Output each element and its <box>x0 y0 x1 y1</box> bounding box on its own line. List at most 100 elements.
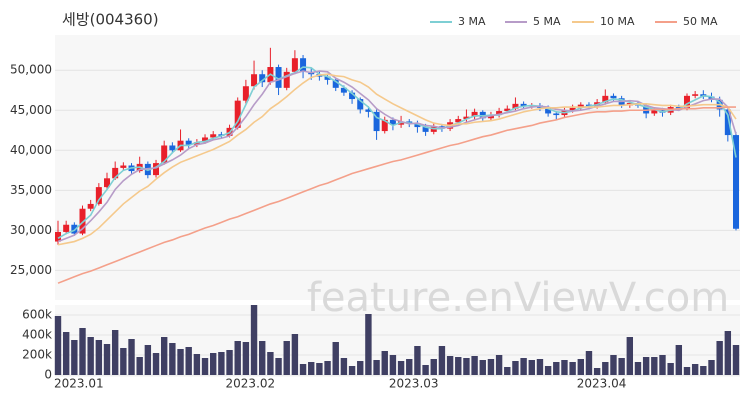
candle-body <box>381 119 388 132</box>
candle-body <box>87 203 94 209</box>
candle-body <box>373 111 380 132</box>
volume-bar <box>316 363 323 375</box>
volume-bar <box>365 314 372 375</box>
volume-bar <box>667 363 674 375</box>
legend-label: 50 MA <box>683 15 718 28</box>
candle-body <box>545 107 552 114</box>
volume-bar <box>210 353 217 375</box>
volume-bar <box>495 355 503 375</box>
volume-bar <box>54 316 62 375</box>
candle-body <box>471 111 478 117</box>
volume-bar <box>267 352 274 375</box>
volume-bar <box>463 358 470 375</box>
candle-body <box>202 137 209 143</box>
candle-body <box>520 103 527 107</box>
legend-label: 10 MA <box>600 15 635 28</box>
volume-bar <box>79 328 86 375</box>
volume-bar <box>716 341 723 375</box>
volume-bar <box>422 365 429 375</box>
candle-body <box>340 87 347 93</box>
volume-bar <box>291 334 299 375</box>
volume-bar <box>201 358 209 375</box>
candle-body <box>455 119 462 123</box>
volume-bar <box>103 344 111 375</box>
volume-bar <box>593 368 601 375</box>
candle-body <box>692 94 699 96</box>
volume-bar <box>259 341 266 375</box>
volume-bar <box>455 357 462 375</box>
y-tick-label: 400k <box>22 328 52 342</box>
candle-body <box>389 119 396 125</box>
volume-bar <box>618 358 625 375</box>
candle-body <box>104 178 111 188</box>
candle-body <box>112 167 119 179</box>
y-tick-label: 0 <box>44 368 52 382</box>
volume-bar <box>430 359 437 375</box>
candle-body <box>683 95 690 109</box>
volume-bar <box>136 357 143 375</box>
watermark: feature.enViewV.com <box>307 275 729 321</box>
volume-bar <box>512 361 519 375</box>
candle-body <box>651 110 658 114</box>
candle-body <box>71 224 78 234</box>
volume-bar <box>250 305 258 375</box>
volume-bar <box>299 364 307 375</box>
candle-body <box>733 135 739 229</box>
candle-body <box>708 96 715 100</box>
volume-bar <box>308 362 315 375</box>
volume-bar <box>446 356 454 375</box>
volume-bar <box>111 330 119 375</box>
candle-body <box>332 79 339 88</box>
candle-body <box>185 140 192 145</box>
volume-bar <box>283 341 290 375</box>
candle-body <box>569 107 576 111</box>
candle-body <box>512 103 519 109</box>
volume-bar <box>242 342 250 375</box>
candle-body <box>161 145 168 164</box>
volume-bar <box>324 361 331 375</box>
volume-bar <box>626 337 634 375</box>
volume-bar <box>561 360 568 375</box>
volume-bar <box>438 346 446 375</box>
y-tick-label: 45,000 <box>10 103 52 117</box>
ma-line <box>57 66 737 240</box>
volume-bar <box>120 348 127 375</box>
volume-bar <box>577 359 584 375</box>
volume-bar <box>602 362 609 375</box>
legend-label: 5 MA <box>533 15 561 28</box>
volume-bar <box>373 360 380 375</box>
candle-body <box>553 113 560 116</box>
volume-bar <box>700 366 707 375</box>
candle-body <box>463 116 470 120</box>
volume-bar <box>569 362 576 375</box>
volume-bar <box>87 337 94 375</box>
candle-body <box>153 163 160 176</box>
x-tick-label: 2023.04 <box>577 377 627 391</box>
y-tick-label: 200k <box>22 348 52 362</box>
volume-bar <box>691 364 699 375</box>
volume-bar <box>675 345 683 375</box>
volume-bar <box>218 352 225 375</box>
candle-body <box>496 111 503 116</box>
volume-bar <box>62 332 70 375</box>
volume-bar <box>185 347 192 375</box>
candle-body <box>120 165 127 168</box>
volume-bar <box>634 362 642 375</box>
volume-bar <box>610 355 617 375</box>
volume-bar <box>479 360 486 375</box>
volume-bar <box>397 361 405 375</box>
candle-body <box>55 231 61 242</box>
volume-bar <box>177 349 184 375</box>
x-tick-label: 2023.02 <box>226 377 276 391</box>
candle-body <box>63 224 70 232</box>
candle-body <box>610 95 617 99</box>
volume-bar <box>642 357 650 375</box>
candle-body <box>365 109 372 112</box>
ma-line <box>57 106 736 284</box>
volume-bar <box>544 366 552 375</box>
candle-body <box>675 107 682 109</box>
y-tick-label: 40,000 <box>10 143 52 157</box>
volume-bar <box>683 367 691 375</box>
candle-body <box>357 99 364 110</box>
